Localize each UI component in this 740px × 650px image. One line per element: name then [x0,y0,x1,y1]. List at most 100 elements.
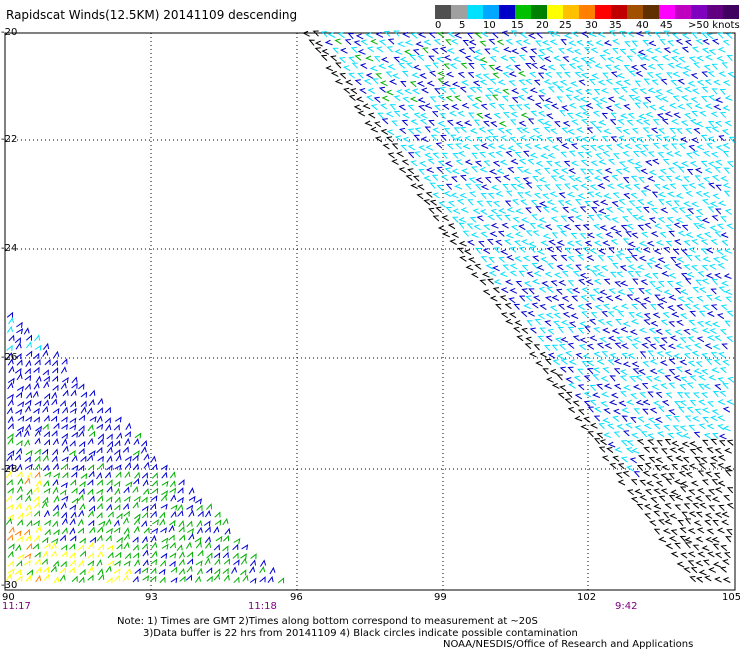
wind-barb [681,249,688,256]
wind-barb [586,343,595,350]
wind-barb [34,471,41,479]
wind-barb [610,239,618,246]
wind-barb [467,72,475,79]
wind-barb [642,408,649,415]
wind-barb [335,62,342,69]
wind-barb [521,127,530,134]
wind-barb [615,319,622,326]
wind-barb [670,551,679,558]
wind-barb [69,440,76,447]
wind-barb [169,552,177,559]
wind-barb [78,440,86,448]
wind-barb [594,304,603,311]
wind-barb [580,159,588,166]
wind-barb [62,406,69,414]
wind-barb [602,72,609,79]
wind-barb [678,470,686,477]
wind-barb [627,353,636,360]
wind-barb [597,183,606,189]
wind-barb [79,550,86,557]
wind-barb [711,367,720,373]
wind-barb [638,113,647,120]
wind-barb [566,288,573,295]
wind-barb [125,422,132,430]
wind-barb [476,136,483,143]
wind-barb [88,430,96,437]
wind-barb [78,576,85,584]
wind-barb [724,208,732,216]
wind-barb [398,104,406,111]
wind-barb [114,560,121,567]
wind-barb [88,495,95,503]
wind-barb [513,176,521,183]
wind-barb [107,560,115,567]
wind-barb [407,104,415,111]
wind-barb [132,454,139,461]
wind-barb [125,461,132,469]
wind-barb [723,190,730,197]
wind-barb [428,32,436,39]
wind-barb [487,214,495,221]
wind-barb [720,216,727,223]
wind-barb [694,255,701,262]
wind-barb [653,223,662,230]
wind-barb [429,96,436,103]
wind-barb [25,463,33,470]
wind-barb [561,143,569,149]
wind-barb [564,71,571,78]
wind-barb [150,455,157,463]
wind-barb [96,512,103,519]
wind-barb [583,416,591,423]
wind-barb [487,278,494,285]
wind-barb [714,295,722,302]
wind-barb [550,254,558,261]
wind-barb [622,128,630,135]
wind-barb [694,175,701,182]
wind-barb [688,56,696,63]
wind-barb [688,144,696,152]
wind-barb [24,477,31,485]
wind-barb [151,487,159,494]
wind-barb [644,336,652,343]
wind-barb [470,232,479,238]
wind-barb [668,473,675,480]
wind-barb [490,184,499,191]
wind-barb [98,462,105,470]
wind-barb [664,519,673,525]
wind-barb [589,335,598,342]
wind-barb [348,94,356,101]
wind-barb [647,439,654,446]
wind-barb [381,118,389,125]
wind-barb [113,449,121,456]
wind-barb [728,136,735,143]
wind-barb [449,134,457,141]
wind-barb [407,168,415,175]
wind-barb [689,375,697,382]
wind-barb [701,327,710,334]
wind-barb [497,230,505,237]
wind-barb [599,97,608,103]
wind-barb [437,225,446,232]
wind-barb [480,193,487,200]
wind-barb [43,342,50,350]
wind-barb [70,479,77,486]
wind-barb [657,216,665,224]
wind-barb [89,416,97,422]
wind-barb [630,175,638,182]
wind-barb [602,417,611,424]
wind-barb [686,296,694,303]
wind-barb [493,279,502,285]
wind-barb [656,431,665,438]
wind-barb [720,255,728,262]
wind-barb [727,376,735,383]
wind-barb [635,30,644,37]
wind-barb [725,536,732,543]
wind-barb [710,151,719,158]
wind-barb [674,263,682,270]
wind-barb [617,479,626,486]
wind-barb [550,206,559,213]
wind-barb [698,374,706,381]
wind-barb [362,103,371,110]
wind-barb [668,495,675,502]
wind-barb [673,200,680,207]
